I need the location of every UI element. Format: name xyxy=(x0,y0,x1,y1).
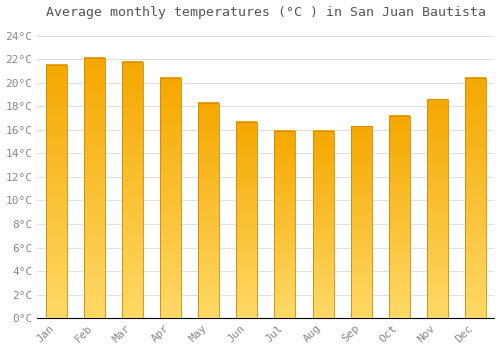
Bar xyxy=(274,131,295,318)
Bar xyxy=(465,78,486,318)
Bar xyxy=(122,62,143,318)
Bar xyxy=(389,116,409,318)
Bar xyxy=(274,131,295,318)
Bar xyxy=(236,121,258,318)
Bar xyxy=(312,131,334,318)
Title: Average monthly temperatures (°C ) in San Juan Bautista: Average monthly temperatures (°C ) in Sa… xyxy=(46,6,486,19)
Bar xyxy=(198,103,220,318)
Bar xyxy=(84,58,105,318)
Bar xyxy=(160,78,181,318)
Bar xyxy=(46,65,67,318)
Bar xyxy=(350,126,372,318)
Bar xyxy=(465,78,486,318)
Bar xyxy=(236,121,258,318)
Bar xyxy=(122,62,143,318)
Bar xyxy=(312,131,334,318)
Bar xyxy=(46,65,67,318)
Bar xyxy=(427,99,448,318)
Bar xyxy=(160,78,181,318)
Bar xyxy=(84,58,105,318)
Bar xyxy=(350,126,372,318)
Bar xyxy=(427,99,448,318)
Bar xyxy=(389,116,409,318)
Bar xyxy=(198,103,220,318)
